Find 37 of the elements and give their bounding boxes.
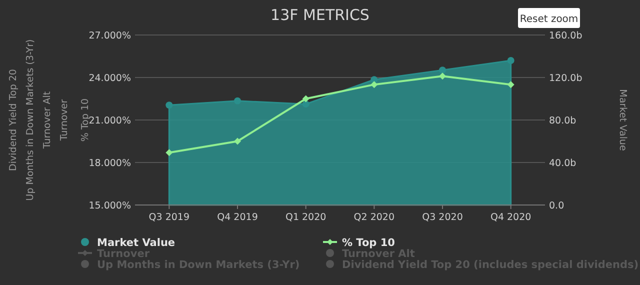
text: Up Months in Down Markets (3-Yr): [25, 39, 36, 201]
point: [166, 102, 173, 109]
point: [234, 138, 241, 145]
point: [166, 149, 173, 156]
y-tick-label: 18.000%: [88, 158, 131, 169]
point: [507, 57, 514, 64]
y2-axis-title: Market Value: [617, 89, 628, 152]
y2-tick-label: 80.0b: [549, 116, 576, 126]
y2-tick-label: 40.0b: [549, 158, 576, 169]
point: [370, 81, 378, 88]
point: [507, 81, 514, 88]
y2-tick-label: 0.0: [549, 200, 564, 212]
point: [302, 95, 310, 102]
chart-title: 13F METRICS: [270, 6, 370, 24]
text: Turnover: [59, 99, 70, 142]
x-tick-label: Q1 2020: [285, 212, 326, 223]
x-tick-label: Q4 2019: [217, 212, 258, 223]
text: Turnover Alt: [42, 91, 53, 150]
x-tick-label: Q3 2019: [148, 212, 190, 223]
legend-label: % Top 10: [342, 237, 395, 249]
y2-tick-label: 160.0b: [549, 30, 582, 42]
y-tick-label: 27.000%: [88, 30, 131, 42]
point: [439, 72, 446, 80]
y2-tick-label: 120.0b: [549, 73, 582, 84]
y-axis-title: % Top 10: [80, 98, 91, 142]
y-tick-label: 24.000%: [88, 73, 131, 84]
text: Dividend Yield Top 20: [8, 69, 19, 171]
point: [234, 97, 241, 104]
y-tick-label: 15.000%: [88, 200, 131, 212]
x-tick-label: Q3 2020: [422, 212, 463, 223]
y-tick-label: 21.000%: [88, 116, 131, 126]
x-tick-label: Q2 2020: [354, 212, 395, 223]
point: [439, 66, 446, 74]
reset-zoom-button: Reset zoom: [518, 8, 580, 28]
legend-label: Market Value: [97, 237, 176, 249]
point: [302, 100, 310, 108]
x-tick-label: Q4 2020: [490, 212, 532, 223]
